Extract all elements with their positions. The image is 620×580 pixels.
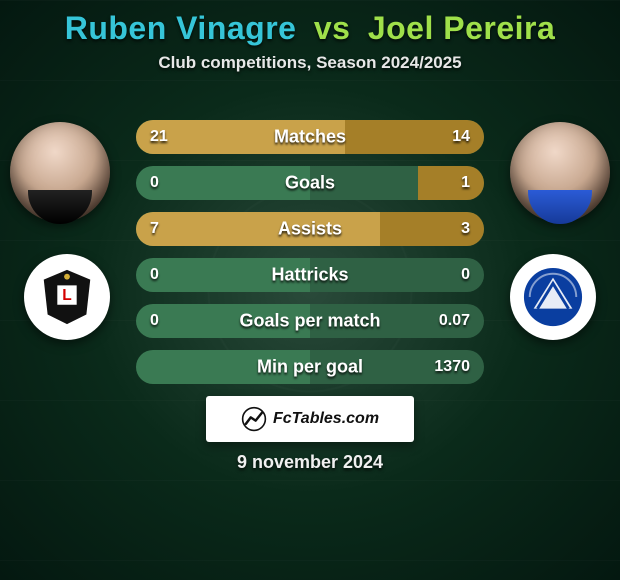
stat-value-right: 1 <box>461 174 470 192</box>
stat-label: Hattricks <box>136 265 484 286</box>
stat-value-left: 0 <box>150 174 159 192</box>
stat-value-right: 0 <box>461 266 470 284</box>
stat-value-right: 1370 <box>434 358 470 376</box>
fctables-logo-icon <box>241 406 267 432</box>
stat-row: Assists7 3 <box>136 212 484 246</box>
svg-text:L: L <box>62 287 71 304</box>
date-text: 9 november 2024 <box>0 452 620 473</box>
subtitle: Club competitions, Season 2024/2025 <box>0 53 620 73</box>
stat-row: Matches21 14 <box>136 120 484 154</box>
player2-name: Joel Pereira <box>368 10 555 46</box>
club1-crest: L <box>24 254 110 340</box>
stat-row: Min per goal1370 <box>136 350 484 384</box>
stat-value-left: 7 <box>150 220 159 238</box>
stat-row: Hattricks0 0 <box>136 258 484 292</box>
stat-label: Matches <box>136 127 484 148</box>
stat-label: Min per goal <box>136 357 484 378</box>
stat-label: Goals per match <box>136 311 484 332</box>
page-title: Ruben Vinagre vs Joel Pereira <box>0 10 620 47</box>
club2-crest <box>510 254 596 340</box>
branding-text: FcTables.com <box>273 410 379 428</box>
stat-value-left: 21 <box>150 128 168 146</box>
stat-label: Goals <box>136 173 484 194</box>
club1-crest-icon: L <box>36 266 98 328</box>
player1-avatar <box>10 122 110 222</box>
stat-value-right: 3 <box>461 220 470 238</box>
stat-bars: Matches2114Goals01Assists73Hattricks00Go… <box>136 120 484 396</box>
player2-avatar <box>510 122 610 222</box>
comparison-card: Ruben Vinagre vs Joel Pereira Club compe… <box>0 0 620 580</box>
stat-row: Goals0 1 <box>136 166 484 200</box>
vs-label: vs <box>306 10 359 46</box>
stat-value-right: 14 <box>452 128 470 146</box>
stat-label: Assists <box>136 219 484 240</box>
player1-name: Ruben Vinagre <box>65 10 297 46</box>
stat-value-left: 0 <box>150 266 159 284</box>
stat-value-left: 0 <box>150 312 159 330</box>
club2-crest-icon <box>522 266 584 328</box>
branding-badge[interactable]: FcTables.com <box>206 396 414 442</box>
stat-row: Goals per match0 0.07 <box>136 304 484 338</box>
comparison-arena: L Matches2114Goals01Assists73Hattricks00… <box>0 110 620 390</box>
stat-value-right: 0.07 <box>439 312 470 330</box>
